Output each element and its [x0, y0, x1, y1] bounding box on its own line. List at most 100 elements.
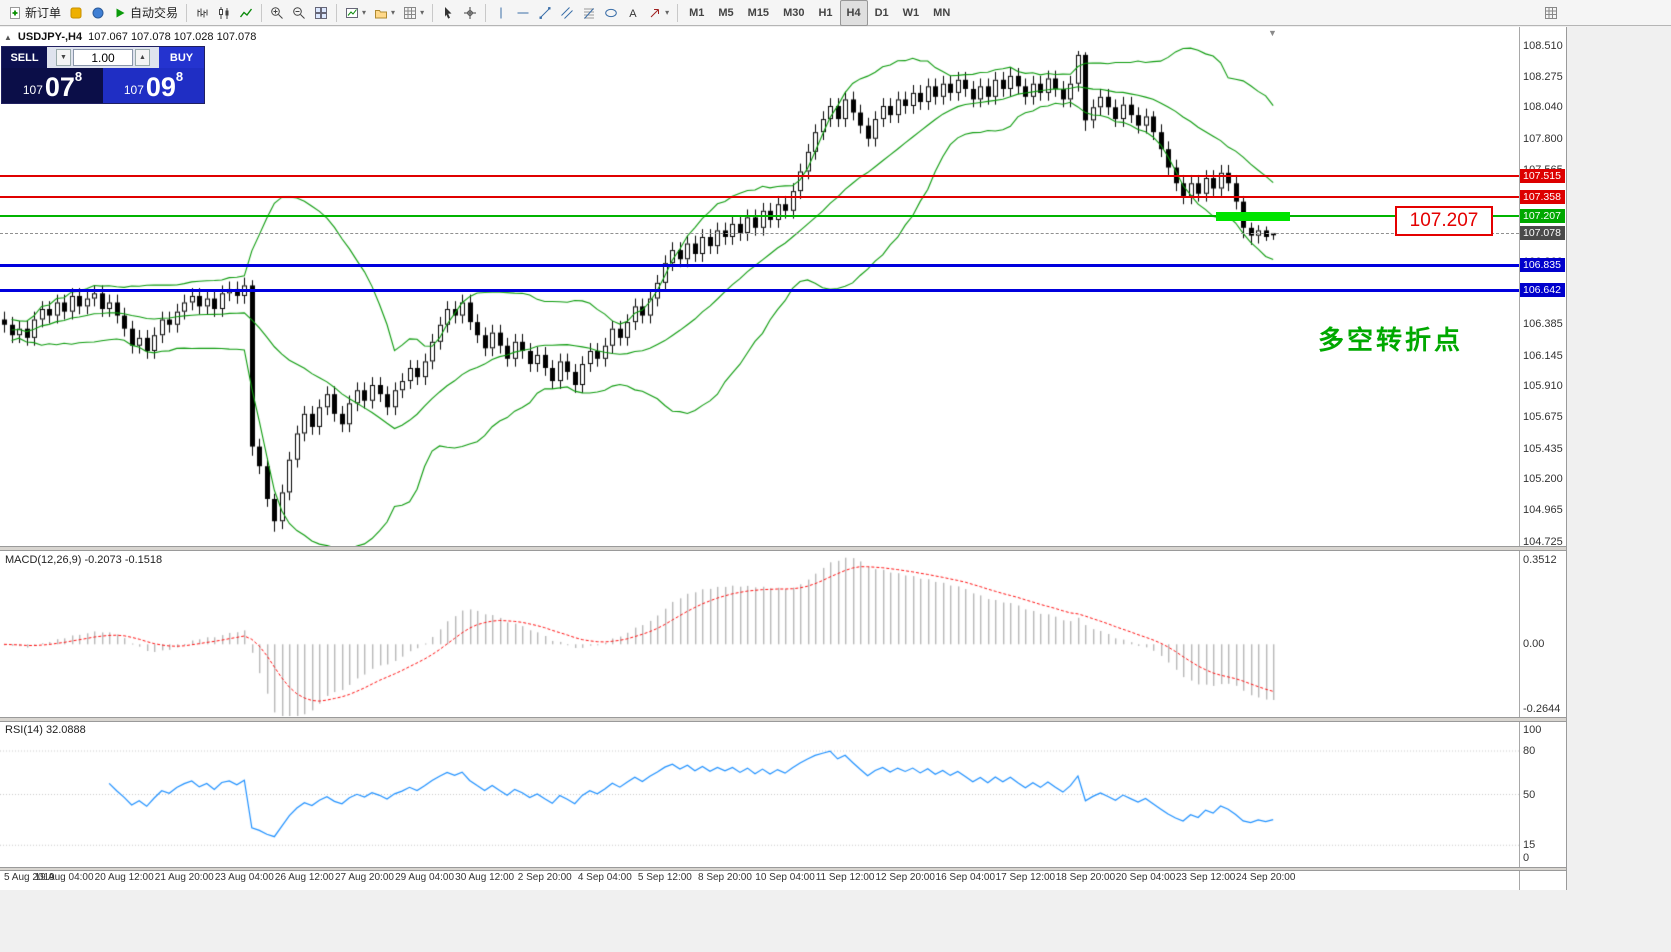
vertical-line-button[interactable] [490, 1, 512, 25]
volume-input[interactable] [73, 49, 133, 66]
data-window-button[interactable] [1540, 1, 1562, 25]
fibonacci-button[interactable] [578, 1, 600, 25]
tile-windows-button[interactable] [310, 1, 332, 25]
trendline-button[interactable] [534, 1, 556, 25]
macd-scale-label: 0.00 [1523, 638, 1545, 651]
toolbar-separator [336, 3, 338, 22]
price-annotation-box[interactable]: 107.207 [1395, 206, 1493, 236]
toolbar-separator [677, 3, 679, 22]
dropdown-arrow-icon: ▾ [665, 8, 670, 17]
rsi-indicator-canvas[interactable] [0, 722, 1519, 867]
templates-button[interactable]: ▾ [399, 1, 428, 25]
hline-107-515[interactable] [0, 175, 1519, 178]
timeframe-w1[interactable]: W1 [902, 6, 920, 19]
text-button[interactable]: A [622, 1, 644, 25]
community-button[interactable] [87, 1, 109, 25]
dropdown-arrow-icon: ▾ [362, 8, 367, 17]
new-chart-button[interactable]: ▾ [341, 1, 370, 25]
time-label: 30 Aug 12:00 [455, 872, 515, 883]
sell-button[interactable]: SELL [2, 47, 47, 68]
horizontal-line-button[interactable] [512, 1, 534, 25]
time-label: 16 Sep 04:00 [935, 872, 996, 883]
fibonacci-icon [582, 6, 596, 20]
rsi-scale-label: 50 [1523, 788, 1536, 801]
time-label: 29 Aug 04:00 [395, 872, 455, 883]
price-chart-canvas[interactable] [0, 30, 1519, 546]
new-chart-icon [345, 6, 359, 20]
time-label: 26 Aug 12:00 [274, 872, 334, 883]
zoom-out-icon [292, 6, 306, 20]
panel-splitter[interactable] [0, 717, 1566, 722]
bar-chart-icon [195, 6, 209, 20]
toolbar-separator [261, 3, 263, 22]
zoom-out-button[interactable] [288, 1, 310, 25]
rsi-scale-label: 15 [1523, 839, 1536, 852]
zoom-in-button[interactable] [266, 1, 288, 25]
timeframe-h4[interactable]: H4 [839, 0, 868, 26]
price-tick: 108.040 [1523, 101, 1563, 114]
bid-price-line [0, 233, 1519, 235]
time-axis[interactable]: 5 Aug 2019 19 Aug 04:00 20 Aug 12:00 21 Aug… [0, 872, 1519, 889]
time-label: 4 Sep 04:00 [577, 872, 632, 883]
time-label: 5 Aug 2019 [4, 872, 55, 883]
new-order-icon [8, 6, 22, 20]
volume-decrease-button[interactable]: ▼ [56, 49, 71, 66]
macd-label: MACD(12,26,9) -0.2073 -0.1518 [5, 554, 163, 566]
timeframe-m15[interactable]: M15 [747, 6, 770, 19]
one-click-collapse-toggle[interactable]: ▲ [4, 32, 12, 42]
profiles-button[interactable]: ▾ [370, 1, 399, 25]
timeframe-m5[interactable]: M5 [718, 6, 734, 19]
toolbar-separator [432, 3, 434, 22]
timeframe-m30[interactable]: M30 [783, 6, 805, 19]
hline-icon [516, 6, 530, 20]
panel-splitter[interactable] [0, 546, 1566, 551]
key-level-highlight[interactable] [1216, 211, 1290, 221]
panel-splitter[interactable] [0, 867, 1566, 871]
buy-price-prefix: 107 [123, 83, 144, 97]
arrows-button[interactable]: ▾ [644, 1, 673, 25]
price-label-107-078: 107.078 [1520, 226, 1565, 241]
toolbar-separator [485, 3, 487, 22]
new-order-button[interactable]: 新订单 [4, 1, 65, 25]
buy-button[interactable]: BUY [159, 47, 204, 68]
symbol-info-bar: ▲ USDJPY-,H4 107.067 107.078 107.028 107… [4, 31, 256, 43]
hline-107-358[interactable] [0, 195, 1519, 198]
time-label: 27 Aug 20:00 [334, 872, 394, 883]
cursor-button[interactable] [437, 1, 459, 25]
symbol-ohlc: 107.067 107.078 107.028 107.078 [88, 31, 257, 43]
timeframe-h1[interactable]: H1 [818, 6, 833, 19]
time-label: 19 Aug 04:00 [34, 872, 94, 883]
shapes-button[interactable] [600, 1, 622, 25]
buy-price-button[interactable]: 107 09 8 [103, 68, 204, 103]
turning-point-annotation[interactable]: 多空转折点 [1318, 325, 1464, 355]
hline-107-207[interactable] [0, 215, 1519, 218]
shapes-icon [604, 6, 618, 20]
hline-106-642[interactable] [0, 288, 1519, 292]
bar-chart-button[interactable] [191, 1, 213, 25]
line-chart-button[interactable] [235, 1, 257, 25]
price-label-107-358: 107.358 [1520, 189, 1565, 204]
macd-indicator-canvas[interactable] [0, 551, 1519, 717]
time-label: 20 Aug 12:00 [94, 872, 154, 883]
price-tick: 108.275 [1523, 70, 1563, 83]
price-tick: 108.510 [1523, 39, 1563, 52]
candlestick-icon [217, 6, 231, 20]
tile-windows-icon [314, 6, 328, 20]
crosshair-button[interactable] [459, 1, 481, 25]
channel-button[interactable] [556, 1, 578, 25]
hline-106-835[interactable] [0, 263, 1519, 267]
toolbar-separator [186, 3, 188, 22]
volume-increase-button[interactable]: ▲ [135, 49, 150, 66]
crosshair-icon [463, 6, 477, 20]
timeframe-d1[interactable]: D1 [874, 6, 889, 19]
chart-shift-marker[interactable]: ▼ [1268, 28, 1277, 38]
auto-trading-button[interactable]: 自动交易 [109, 1, 182, 25]
candlestick-button[interactable] [213, 1, 235, 25]
sell-price-button[interactable]: 107 07 8 [2, 68, 103, 103]
mql5-market-button[interactable] [65, 1, 87, 25]
timeframe-m1[interactable]: M1 [689, 6, 705, 19]
arrows-icon [648, 6, 662, 20]
timeframe-mn[interactable]: MN [933, 6, 951, 19]
price-label-107-515: 107.515 [1520, 169, 1565, 184]
dropdown-arrow-icon: ▾ [420, 8, 425, 17]
